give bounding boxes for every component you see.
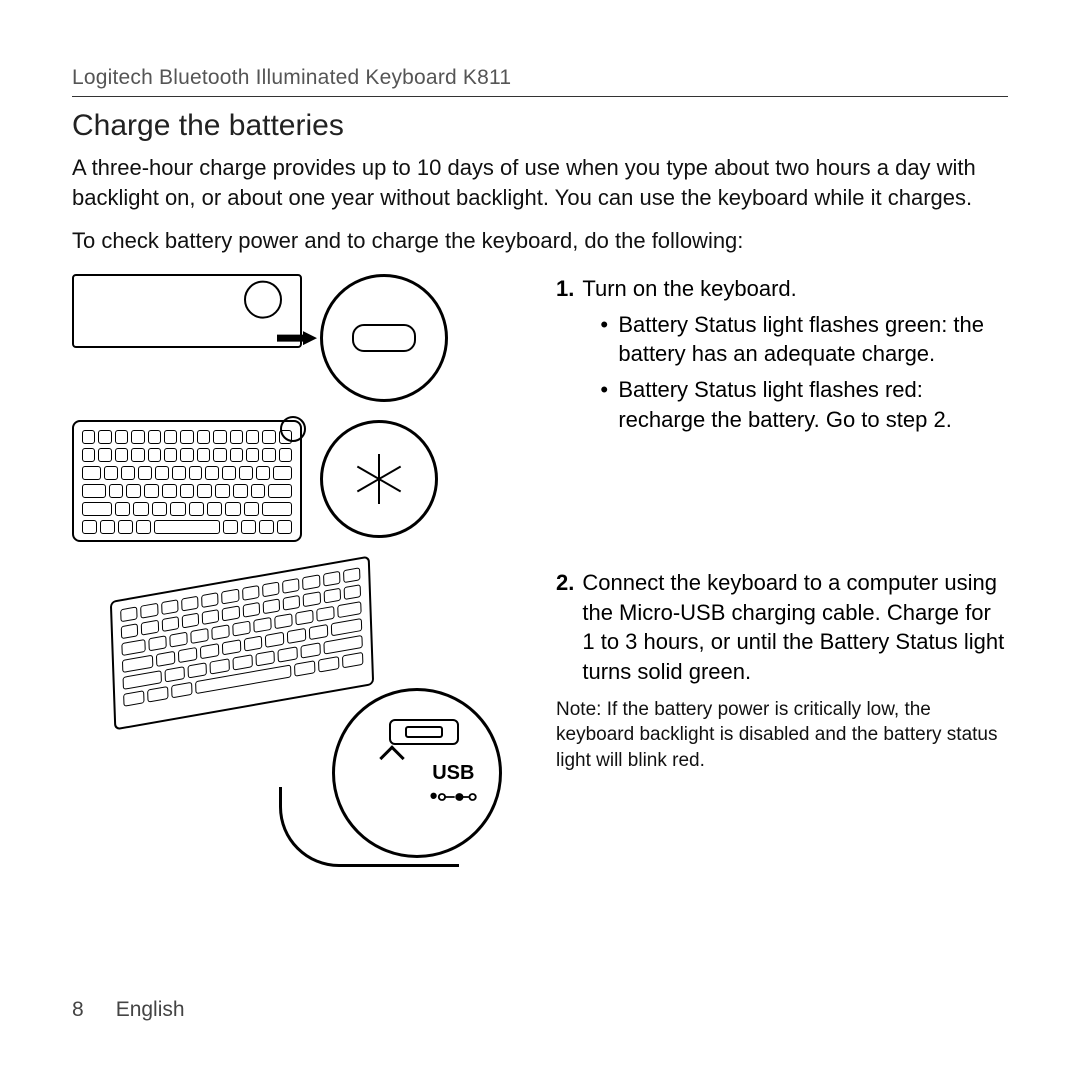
status-light-zoom-icon [320,420,438,538]
status-light-callout-icon [280,416,306,442]
step-1-instruction: Turn on the keyboard. [582,276,796,301]
step-2-figures: USB •⟜⊷ [72,568,532,858]
intro-paragraph-2: To check battery power and to charge the… [72,226,1008,256]
step-2-instruction: Connect the keyboard to a computer using… [582,570,1004,684]
step-2-text: 2. Connect the keyboard to a computer us… [556,568,1008,858]
page-footer: 8 English [72,998,185,1022]
micro-usb-port-icon [389,719,459,745]
usb-port-zoom-icon: USB •⟜⊷ [332,688,502,858]
intro-paragraph-1: A three-hour charge provides up to 10 da… [72,153,1008,212]
page-number: 8 [72,998,84,1022]
step-1-figures [72,274,532,560]
usb-label: USB •⟜⊷ [430,762,477,807]
usb-symbol-icon: •⟜⊷ [430,785,477,807]
step-1-text: 1. Turn on the keyboard. Battery Status … [556,274,1008,560]
step-1-bullet-red: Battery Status light flashes red: rechar… [600,375,1008,434]
power-switch-zoom-icon [320,274,448,402]
arrow-up-icon [379,745,404,770]
step-1-block: 1. Turn on the keyboard. Battery Status … [72,274,1008,560]
step-2: 2. Connect the keyboard to a computer us… [556,568,1008,687]
step-1-number: 1. [556,274,574,440]
step-1: 1. Turn on the keyboard. Battery Status … [556,274,1008,440]
keyboard-perspective-icon [110,556,374,731]
section-title: Charge the batteries [72,109,1008,143]
step-1-bullet-green: Battery Status light flashes green: the … [600,310,1008,369]
page-language: English [116,998,185,1022]
step-2-note: Note: If the battery power is critically… [556,697,1008,774]
keyboard-side-view-icon [72,274,302,348]
keyboard-top-view-icon [72,420,302,542]
usb-text: USB [430,762,477,785]
document-header: Logitech Bluetooth Illuminated Keyboard … [72,66,1008,97]
step-2-number: 2. [556,568,574,687]
step-2-block: USB •⟜⊷ 2. Connect the keyboard to a com… [72,568,1008,858]
